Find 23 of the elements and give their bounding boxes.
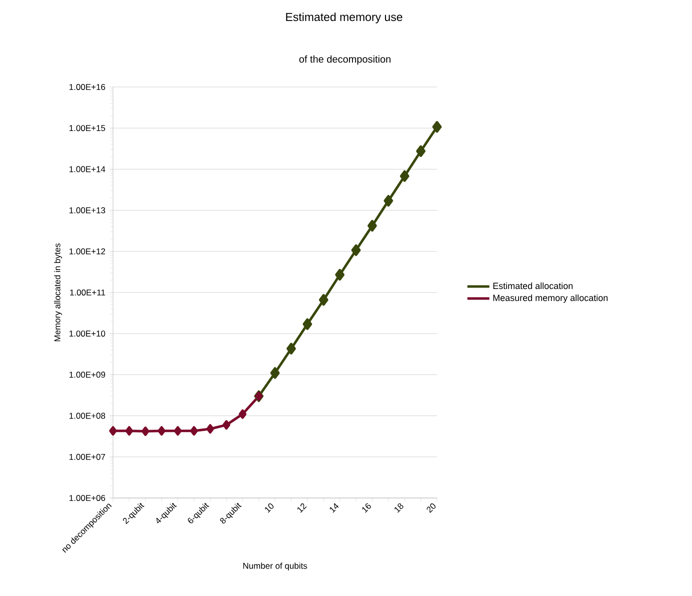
y-tick-label: 1.00E+08	[69, 412, 106, 419]
y-tick-label: 1.00E+07	[69, 454, 106, 460]
x-tick-label: 16	[362, 503, 371, 513]
y-tick-label: 1.00E+12	[69, 248, 106, 254]
y-tick-label: 1.00E+16	[69, 84, 106, 90]
legend-label: Estimated allocation	[493, 282, 573, 290]
x-axis-title: Number of qubits	[243, 562, 308, 571]
x-tick-label: 10	[265, 503, 274, 513]
y-tick-label: 1.00E+09	[69, 372, 106, 378]
y-tick-label: 1.00E+11	[70, 289, 106, 296]
y-tick-label: 1.00E+06	[69, 494, 106, 501]
x-tick-label: 14	[330, 503, 339, 513]
y-tick-label: 1.00E+10	[69, 330, 106, 337]
chart-subtitle: of the decomposition	[299, 55, 390, 65]
y-tick-label: 1.00E+13	[69, 207, 106, 214]
y-tick-label: 1.00E+14	[69, 166, 106, 172]
legend-label: Measured memory allocation	[493, 294, 608, 303]
chart-title: Estimated memory use	[286, 12, 402, 24]
x-tick-label: 18	[394, 503, 404, 513]
x-tick-label: 20	[426, 503, 436, 513]
y-axis-title: Memory allocated in bytes	[54, 243, 62, 342]
y-tick-label: 1.00E+15	[69, 125, 106, 132]
x-tick-label: 12	[297, 503, 307, 513]
